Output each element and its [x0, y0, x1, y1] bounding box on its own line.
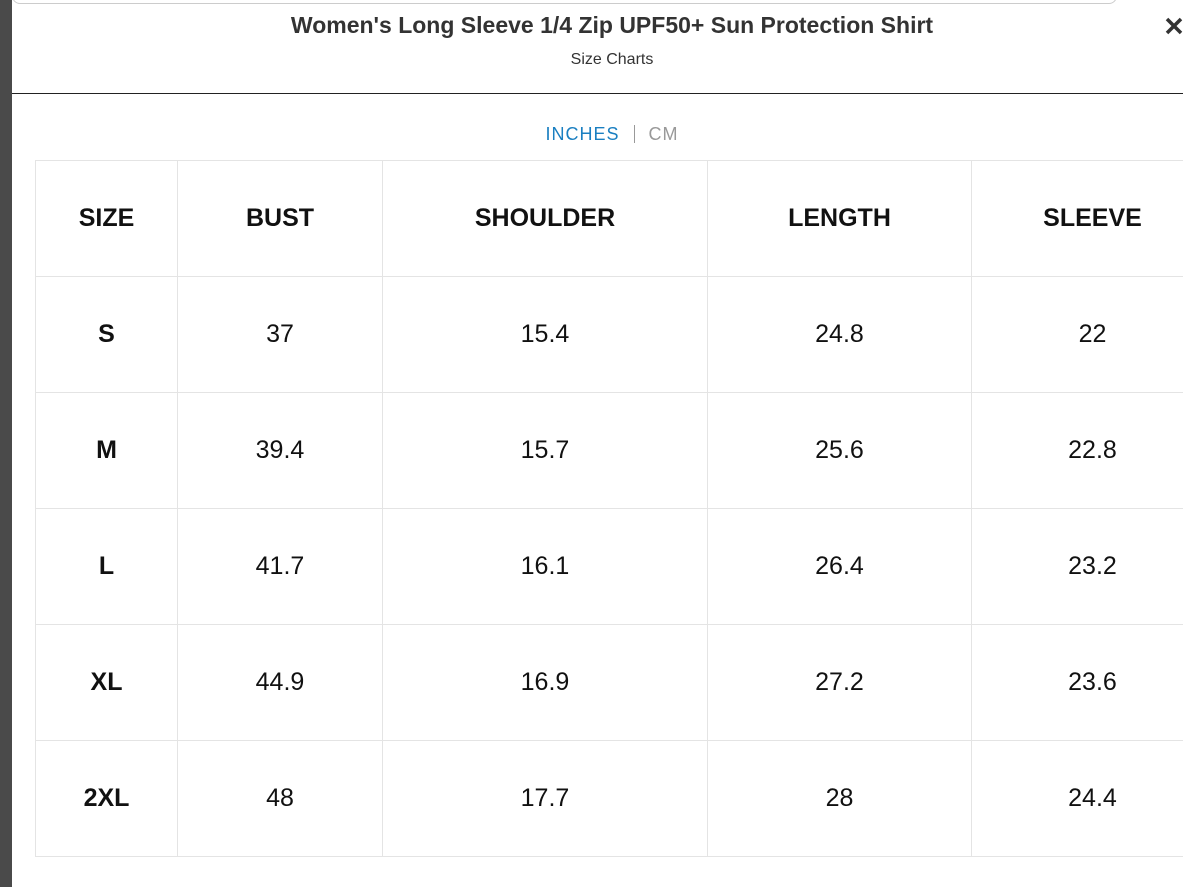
- column-header: SHOULDER: [382, 160, 708, 277]
- divider: [12, 93, 1183, 94]
- modal-title: Women's Long Sleeve 1/4 Zip UPF50+ Sun P…: [290, 12, 934, 38]
- measure-cell: 22.8: [971, 392, 1183, 509]
- unit-tab[interactable]: CM: [648, 124, 679, 144]
- size-cell: M: [35, 392, 178, 509]
- unit-tabs: INCHES CM: [12, 124, 1183, 145]
- size-cell: L: [35, 508, 178, 625]
- close-button[interactable]: [1164, 16, 1183, 36]
- measure-cell: 26.4: [707, 508, 972, 625]
- table-row: 2XL 48 17.7 28 24.4: [35, 740, 1183, 857]
- size-cell: S: [35, 276, 178, 393]
- measure-cell: 48: [177, 740, 383, 857]
- measure-cell: 23.6: [971, 624, 1183, 741]
- unit-tab[interactable]: INCHES: [545, 124, 620, 144]
- side-strip: [0, 0, 12, 887]
- size-table: SIZE BUST SHOULDER LENGTH SLEEVE S 37 15.4 24.8…: [35, 160, 1183, 857]
- measure-cell: 17.7: [382, 740, 708, 857]
- header-row: SIZE BUST SHOULDER LENGTH SLEEVE: [35, 160, 1183, 277]
- measure-cell: 15.7: [382, 392, 708, 509]
- column-header: LENGTH: [707, 160, 972, 277]
- table-row: S 37 15.4 24.8 22: [35, 276, 1183, 393]
- column-header: SIZE: [35, 160, 178, 277]
- measure-cell: 28: [707, 740, 972, 857]
- table-row: XL 44.9 16.9 27.2 23.6: [35, 624, 1183, 741]
- measure-cell: 24.4: [971, 740, 1183, 857]
- measure-cell: 37: [177, 276, 383, 393]
- column-header: SLEEVE: [971, 160, 1183, 277]
- table-container: SIZE BUST SHOULDER LENGTH SLEEVE S 37 15.4 24.8…: [35, 160, 1183, 860]
- measure-cell: 16.1: [382, 508, 708, 625]
- measure-cell: 27.2: [707, 624, 972, 741]
- measure-cell: 22: [971, 276, 1183, 393]
- measure-cell: 25.6: [707, 392, 972, 509]
- size-cell: XL: [35, 624, 178, 741]
- measure-cell: 39.4: [177, 392, 383, 509]
- modal-subtitle: Size Charts: [570, 51, 654, 68]
- top-bar: [12, 0, 1117, 4]
- column-header: BUST: [177, 160, 383, 277]
- measure-cell: 24.8: [707, 276, 972, 393]
- table-row: M 39.4 15.7 25.6 22.8: [35, 392, 1183, 509]
- measure-cell: 16.9: [382, 624, 708, 741]
- measure-cell: 15.4: [382, 276, 708, 393]
- measure-cell: 44.9: [177, 624, 383, 741]
- tab-separator: [633, 125, 635, 143]
- table-row: L 41.7 16.1 26.4 23.2: [35, 508, 1183, 625]
- measure-cell: 23.2: [971, 508, 1183, 625]
- measure-cell: 41.7: [177, 508, 383, 625]
- size-cell: 2XL: [35, 740, 178, 857]
